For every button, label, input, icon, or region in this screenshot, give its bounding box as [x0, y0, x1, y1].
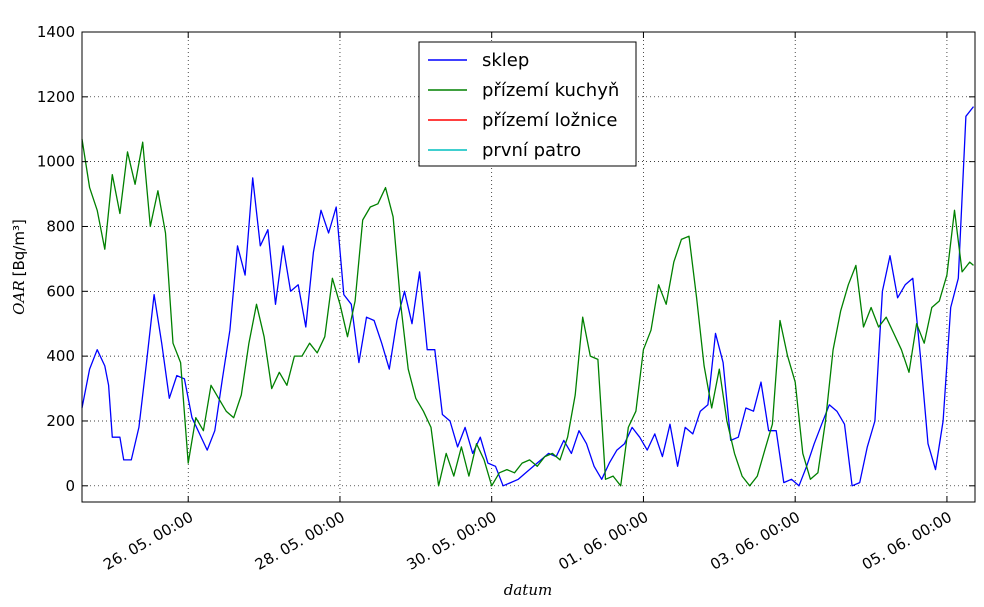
x-axis-label: datum — [504, 581, 552, 599]
legend-label-3: první patro — [482, 140, 581, 161]
legend: sklep přízemí kuchyň přízemí ložnice první … — [418, 41, 637, 167]
y-tick-label: 1400 — [37, 23, 75, 41]
legend-label-1: přízemí kuchyň — [482, 80, 619, 101]
y-tick-label: 1000 — [37, 153, 75, 171]
legend-label-2: přízemí ložnice — [482, 110, 617, 131]
plot-frame — [81, 31, 976, 503]
grid-lines — [82, 31, 975, 502]
y-axis-label-unit: [Bq/m³] — [10, 219, 28, 276]
series-line-0 — [81, 106, 975, 487]
legend-box — [418, 41, 637, 167]
y-axis-label-variable: OAR — [10, 280, 28, 314]
y-tick-label: 0 — [65, 477, 75, 495]
y-tick-label: 800 — [46, 217, 75, 235]
y-tick-label: 400 — [46, 347, 75, 365]
y-axis-ticks: 0 200 400 600 800 1000 1200 1400 — [37, 23, 975, 495]
y-tick-label: 200 — [46, 412, 75, 430]
series-layer — [81, 106, 975, 487]
y-tick-label: 1200 — [37, 88, 75, 106]
series-line-1 — [81, 138, 974, 487]
legend-label-0: sklep — [482, 50, 529, 71]
y-tick-label: 600 — [46, 282, 75, 300]
y-axis-label: OAR [Bq/m³] — [10, 219, 28, 315]
